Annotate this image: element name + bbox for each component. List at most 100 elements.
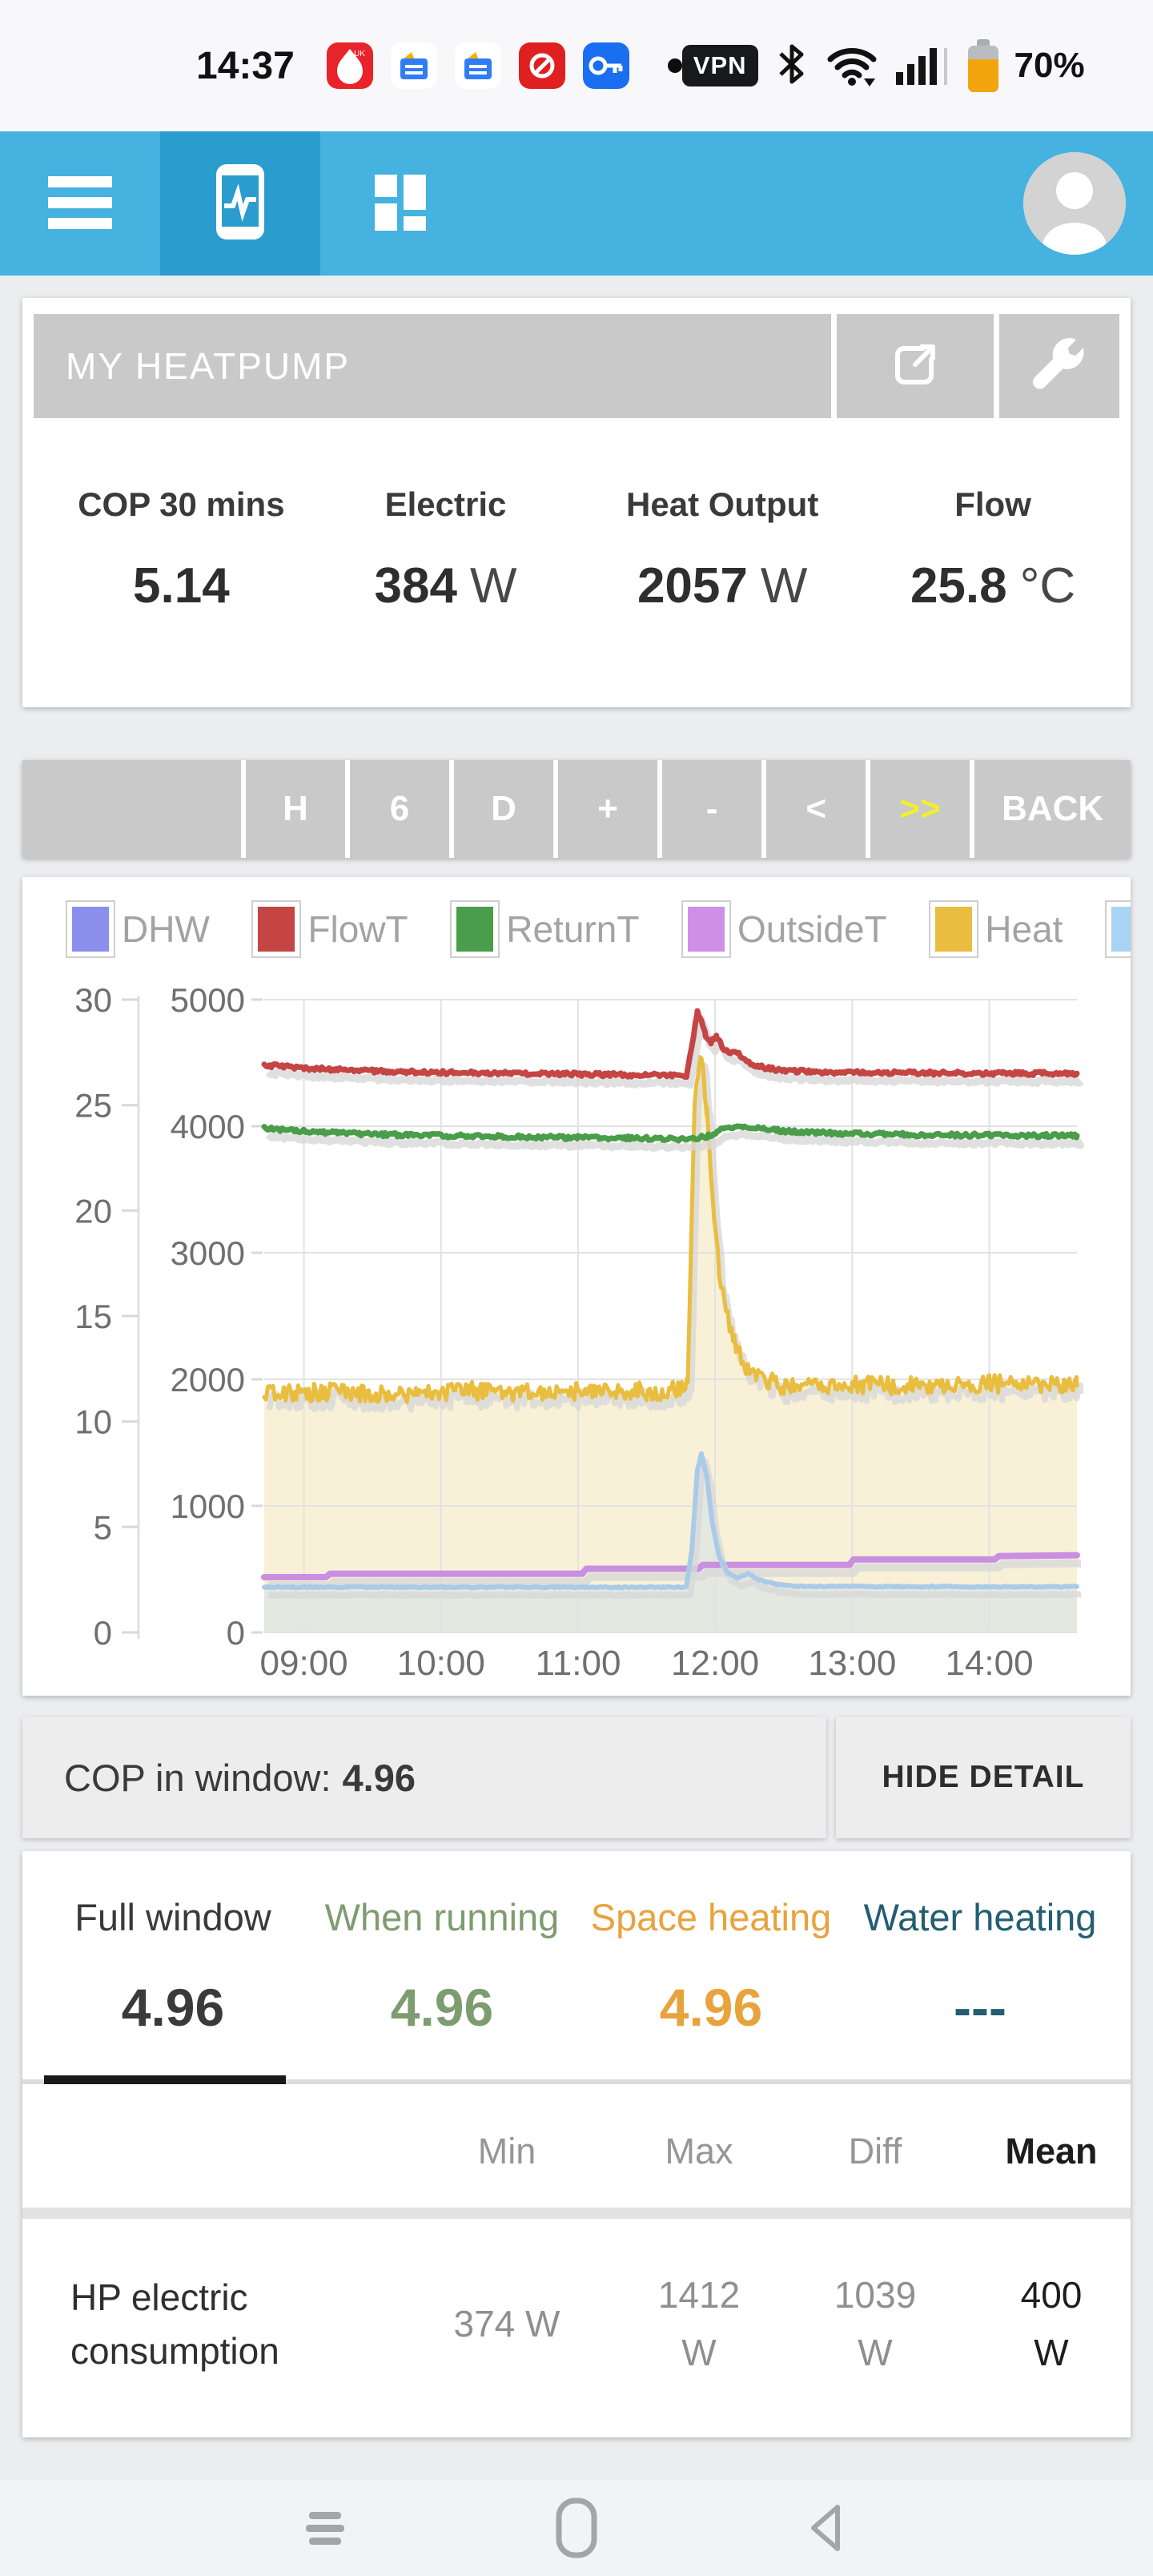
status-bar: 14:37 UK VPN (0, 0, 1153, 131)
table-divider (22, 2208, 1131, 2220)
cop-tab-1[interactable]: When running 4.96 (307, 1894, 576, 2079)
share-button[interactable] (837, 314, 994, 418)
bluetooth-icon (774, 40, 810, 92)
legend-label: FlowT (307, 908, 408, 950)
toolbar-button-<[interactable]: < (766, 760, 866, 858)
stat-1: Electric 384 W (321, 485, 570, 614)
time-tick-label: 11:00 (536, 1644, 621, 1683)
legend-swatch (66, 900, 115, 958)
cop-tab-label: Full window (74, 1896, 271, 1938)
toolbar-button->>[interactable]: >> (870, 760, 970, 858)
recents-button[interactable] (299, 2502, 351, 2554)
tab-dashboard[interactable] (320, 131, 480, 276)
toolbar-button--[interactable]: - (662, 760, 762, 858)
tab-live-chart[interactable] (160, 131, 320, 276)
cop-window-label: COP in window: (64, 1756, 331, 1799)
hide-detail-button[interactable]: HIDE DETAIL (836, 1717, 1131, 1838)
shadow-Heat (266, 1062, 1084, 1413)
chart-grid: 0 1000 2000 3000 4000 5000 0 5 10 15 20 25 30 09:00 10… (74, 981, 1077, 1683)
legend-item-ReturnT[interactable]: ReturnT (450, 900, 639, 958)
hamburger-icon (46, 162, 114, 246)
cell-value: 1039 (834, 2274, 917, 2316)
cop-tab-value: 4.96 (659, 1978, 763, 2038)
notification-icon-shield (518, 42, 565, 89)
stat-unit: °C (1019, 558, 1076, 614)
temp-tick-label: 25 (74, 1087, 112, 1125)
avatar[interactable] (1023, 152, 1126, 255)
cell-unit: W (1034, 2331, 1069, 2373)
column-header-Min: Min (477, 2131, 536, 2172)
toolbar-button-D[interactable]: D (454, 760, 554, 858)
power-tick-label: 0 (227, 1614, 245, 1652)
device-title: MY HEATPUMP (34, 314, 831, 418)
stat-unit: W (760, 558, 808, 614)
column-header-Mean: Mean (1005, 2131, 1098, 2172)
cop-tab-value: 4.96 (121, 1978, 225, 2038)
toolbar-button-BACK[interactable]: BACK (974, 760, 1131, 858)
legend-swatch (1104, 900, 1131, 958)
cop-tab-3[interactable]: Water heating --- (846, 1894, 1115, 2079)
clock: 14:37 (196, 44, 295, 87)
cell-unit: W (681, 2331, 717, 2373)
temp-tick-label: 30 (74, 981, 112, 1019)
device-title-row: MY HEATPUMP (34, 314, 1119, 418)
power-tick-label: 1000 (171, 1487, 245, 1525)
legend-item-DHW[interactable]: DHW (66, 900, 210, 958)
detail-table: Min Max Diff Mean HP electric consumption 374… (22, 2084, 1131, 2437)
back-button[interactable] (802, 2499, 854, 2557)
toolbar-button-+[interactable]: + (558, 760, 658, 858)
legend-swatch (251, 900, 302, 958)
cop-tab-0[interactable]: Full window 4.96 (38, 1894, 307, 2085)
shadow-OutsideT (268, 1559, 1082, 1589)
chart-toolbar: H 6 D + - < >> BACK (22, 760, 1131, 858)
stat-value: 384 W (321, 557, 570, 614)
series-ReturnT (261, 1123, 1080, 1144)
power-tick-label: 4000 (171, 1108, 245, 1145)
stat-number: 5.14 (133, 558, 230, 614)
legend-item-OutsideT[interactable]: OutsideT (681, 900, 887, 958)
toolbar-button-6[interactable]: 6 (349, 760, 449, 858)
detail-table-header: Min Max Diff Mean (22, 2084, 1131, 2208)
column-header-Diff: Diff (848, 2131, 902, 2172)
cell-value: 374 (453, 2302, 516, 2345)
cop-tabs: Full window 4.96 When running 4.96 Space hea… (22, 1894, 1131, 2085)
power-tick-label: 5000 (171, 981, 245, 1019)
signal-icon (894, 40, 952, 92)
notification-icon-news-2 (454, 42, 501, 89)
stat-number: 2057 (637, 558, 748, 614)
cop-tab-value: --- (954, 1978, 1006, 2038)
row-label: HP electric consumption (70, 2276, 279, 2372)
legend-item-Heat[interactable]: Heat (929, 900, 1063, 958)
cell-value: 1412 (657, 2274, 741, 2316)
time-tick-label: 09:00 (260, 1644, 348, 1683)
chart-canvas[interactable]: 0 1000 2000 3000 4000 5000 0 5 10 15 20 25 30 09:00 10… (22, 964, 1131, 1684)
toolbar-button-blank[interactable] (22, 760, 241, 858)
legend-label: Heat (985, 908, 1063, 950)
phone-chart-icon (214, 162, 267, 246)
legend-item-clipped[interactable] (1104, 900, 1131, 958)
toolbar-button-H[interactable]: H (245, 760, 345, 858)
temp-tick-label: 0 (94, 1614, 112, 1652)
series-Heat (262, 1055, 1079, 1404)
legend-item-FlowT[interactable]: FlowT (251, 900, 408, 958)
cop-tab-2[interactable]: Space heating 4.96 (576, 1894, 846, 2079)
series-lines (261, 1008, 1085, 1600)
device-card: MY HEATPUMP COP 30 mins 5.14 Electric 384 W H… (22, 298, 1131, 707)
legend-swatch (681, 900, 731, 958)
shadow-ReturnT (265, 1130, 1085, 1153)
temp-tick-label: 5 (94, 1508, 112, 1546)
stat-0: COP 30 mins 5.14 (42, 485, 321, 614)
stat-number: 384 (374, 558, 457, 614)
battery-percent: 70% (1014, 46, 1085, 85)
notification-icon-flame: UK (326, 42, 373, 89)
time-tick-label: 12:00 (671, 1644, 759, 1683)
cop-tab-value: 4.96 (390, 1978, 494, 2038)
notification-icon-news-1 (390, 42, 437, 89)
home-button[interactable] (551, 2496, 602, 2560)
menu-button[interactable] (0, 131, 160, 276)
series-OutsideT (261, 1552, 1080, 1580)
cell-unit: W (858, 2331, 893, 2373)
dashboard-grid-icon (367, 168, 434, 239)
settings-button[interactable] (999, 314, 1119, 418)
